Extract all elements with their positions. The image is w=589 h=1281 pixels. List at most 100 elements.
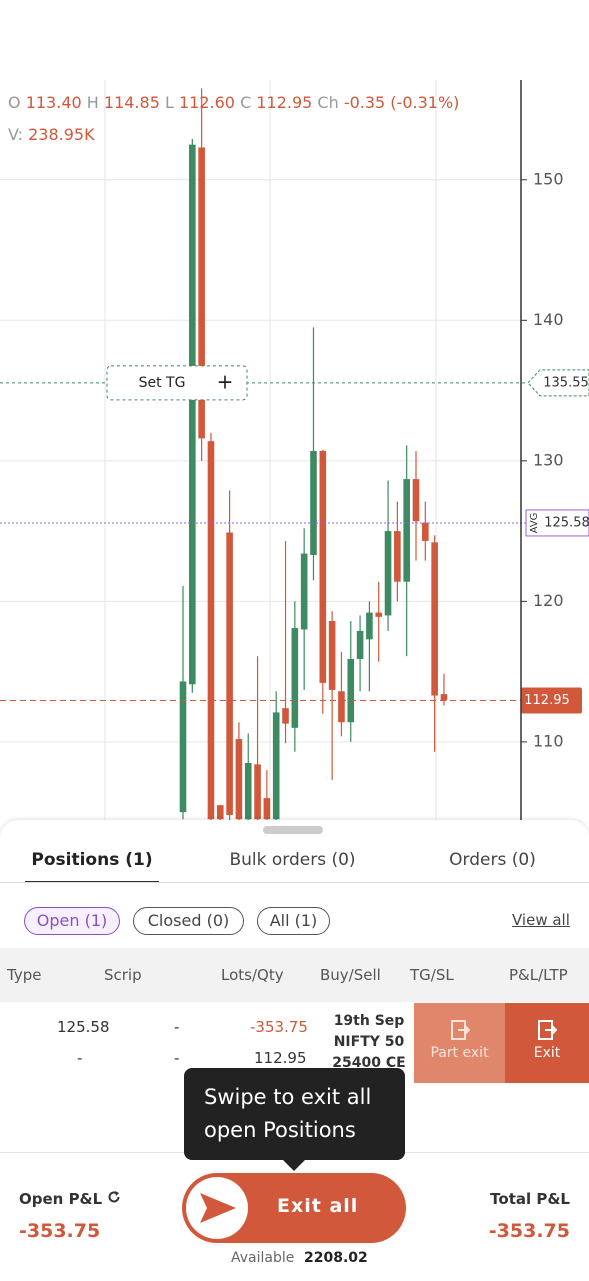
tab[interactable]: Orders (0): [449, 850, 536, 870]
candle-body: [403, 479, 410, 582]
y-tick-label: 140: [533, 310, 564, 329]
label: Open P&L: [19, 1190, 103, 1208]
cell: -: [174, 1049, 180, 1067]
set-tg-icon: +: [217, 369, 234, 393]
tooltip-arrow: [282, 1159, 306, 1171]
candle-body: [347, 658, 355, 723]
candle-body: [207, 441, 215, 820]
tooltip-line: open Positions: [204, 1118, 356, 1142]
candle-body: [216, 805, 224, 820]
column-header: Type: [7, 966, 42, 984]
candle-body: [384, 531, 392, 616]
filter-chip[interactable]: Closed (0): [133, 907, 244, 935]
view-all-link[interactable]: View all: [512, 911, 570, 929]
tooltip-line: Swipe to exit all: [204, 1085, 372, 1109]
label: V:: [8, 125, 24, 144]
candle-body: [366, 612, 373, 640]
cell: 125.58: [57, 1018, 110, 1036]
avg-value: 125.58: [544, 515, 589, 530]
candle-body: [412, 479, 420, 522]
column-header: Lots/Qty: [221, 966, 284, 984]
total-pnl-label: Total P&L: [490, 1190, 570, 1208]
candle-body: [422, 522, 429, 541]
candle-body: [179, 681, 187, 813]
ltp-value: 112.95: [524, 693, 570, 708]
tooltip: Swipe to exit all open Positions: [184, 1068, 405, 1160]
avg-tag: [525, 509, 589, 537]
available-value: 2208.02: [304, 1250, 368, 1266]
drag-handle[interactable]: [263, 826, 323, 834]
candle-body: [244, 762, 252, 820]
candle-body: [319, 451, 327, 683]
ohlc-legend: O 113.40 H 114.85 L 112.60 C 112.95 Ch -…: [8, 93, 459, 112]
y-tick-label: 150: [533, 169, 564, 188]
total-pnl: -353.75: [488, 1220, 570, 1242]
candle-body: [440, 694, 448, 701]
value: -0.35 (-0.31%): [343, 93, 460, 112]
open-pnl-label: Open P&L: [19, 1190, 121, 1208]
candle-body: [254, 764, 261, 820]
set-tg-button[interactable]: [106, 365, 248, 401]
cell: -: [174, 1018, 180, 1036]
exit-icon: [538, 1020, 558, 1040]
candle-body: [189, 144, 196, 685]
label: L: [164, 93, 174, 112]
scrip-line: 19th Sep: [333, 1013, 405, 1029]
candle-body: [394, 531, 401, 582]
refresh-icon[interactable]: [107, 1190, 121, 1204]
available-label: Available: [231, 1250, 295, 1266]
column-header: TG/SL: [410, 966, 454, 984]
chart: Set TG +135.55 AVG 125.58 112.95 110 120 130 14…: [0, 80, 589, 822]
column-header: Buy/Sell: [320, 966, 381, 984]
cell: 112.95: [254, 1049, 307, 1067]
slider-knob[interactable]: [186, 1177, 248, 1239]
column-header: Scrip: [104, 966, 142, 984]
button-label: Part exit: [430, 1045, 489, 1061]
label: O: [8, 93, 21, 112]
candle-body: [310, 451, 317, 555]
candle-body: [291, 628, 299, 728]
scrip-line: 25400 CE: [332, 1055, 406, 1071]
button-label: Exit: [533, 1045, 561, 1061]
open-pnl: -353.75: [19, 1220, 101, 1242]
scrip-line: NIFTY 50: [333, 1034, 405, 1050]
cell: -: [77, 1049, 83, 1067]
exit-all-slider[interactable]: Exit all: [182, 1173, 406, 1243]
y-tick-label: 130: [533, 450, 564, 469]
candle-body: [375, 612, 383, 617]
candle-body: [263, 798, 271, 820]
value: 112.60: [178, 93, 235, 112]
tab[interactable]: Positions (1): [31, 850, 153, 870]
exit-icon: [450, 1020, 470, 1040]
y-tick-label: 110: [533, 731, 564, 750]
value: 238.95K: [28, 125, 95, 144]
candle-body: [226, 532, 233, 815]
ltp-tag: [521, 687, 582, 714]
exit-all-label: Exit all: [277, 1195, 359, 1217]
candle-body: [431, 542, 438, 696]
target-tag: [527, 369, 589, 397]
send-icon: [200, 1193, 236, 1223]
value: 114.85: [103, 93, 160, 112]
candle-body: [338, 691, 345, 723]
part-exit-button[interactable]: Part exit: [414, 1003, 505, 1083]
avg-tag-text: AVG: [529, 513, 540, 534]
candle-body: [300, 553, 308, 630]
y-tick-label: 120: [533, 591, 564, 610]
cell: -353.75: [250, 1018, 308, 1036]
candle-body: [235, 739, 243, 820]
candle-body: [328, 621, 336, 690]
label: H: [86, 93, 99, 112]
filter-chip[interactable]: All (1): [257, 907, 330, 935]
exit-button[interactable]: Exit: [505, 1003, 589, 1083]
column-header: P&L/LTP: [509, 966, 568, 984]
tab[interactable]: Bulk orders (0): [229, 850, 356, 870]
value: 113.40: [25, 93, 82, 112]
candle-body: [282, 708, 289, 724]
filter-chip[interactable]: Open (1): [24, 907, 120, 935]
label: C: [240, 93, 252, 112]
set-tg-label: Set TG: [139, 375, 186, 391]
label: Ch: [317, 93, 339, 112]
table-header: [0, 948, 589, 1002]
